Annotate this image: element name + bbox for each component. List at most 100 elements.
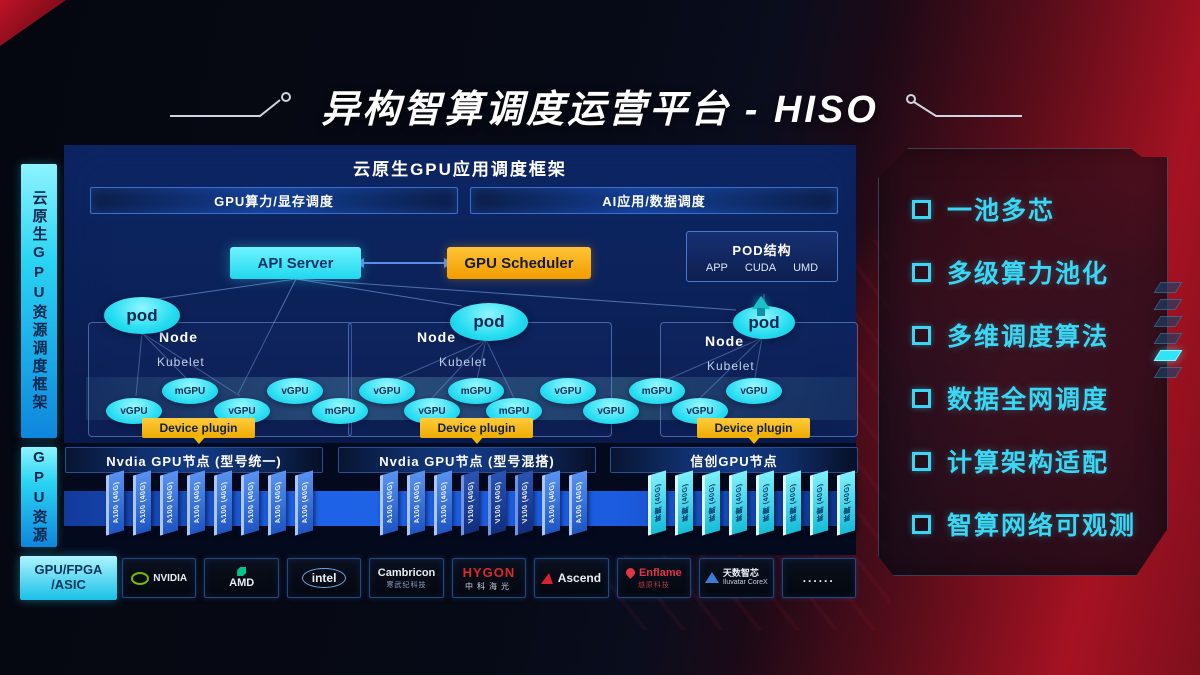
feature-label: 数据全网调度 xyxy=(947,386,1110,414)
device-plugin-3: Device plugin xyxy=(697,418,810,438)
vendor-name: HYGON xyxy=(462,564,516,580)
slash-icon xyxy=(1153,299,1183,310)
gpu-unit-ellipse: mGPU xyxy=(312,398,368,424)
vendor-name: Enflame xyxy=(638,566,682,579)
gpu-card-label: A100 (40G) xyxy=(194,480,201,525)
side-label-gpu-resources: GPU资源 xyxy=(21,447,57,547)
gpu-card-group-1: A100 (40G) A100 (40G) A100 (40G) A100 (4… xyxy=(106,470,313,536)
gpu-card: 昇腾 (40G) xyxy=(702,470,720,536)
vendor-sub: 寒武纪科技 xyxy=(386,581,427,589)
gpu-card-label: A100 (40G) xyxy=(140,480,147,525)
vendor-name: Ascend xyxy=(557,571,602,585)
ascend-logo-icon xyxy=(540,572,555,584)
gpu-card: A100 (40G) xyxy=(268,470,286,536)
feature-list: 一池多芯 多级算力池化 多维调度算法 数据全网调度 计算架构适配 xyxy=(912,191,1136,542)
gpu-unit-ellipse: vGPU xyxy=(583,398,639,424)
corner-red-wedge xyxy=(0,0,66,46)
feature-label: 多维调度算法 xyxy=(947,323,1110,351)
feature-item: 智算网络可观测 xyxy=(912,506,1136,542)
gpu-card-label: V100 (40G) xyxy=(522,480,529,525)
vendor-enflame: Enflame 燧原科技 xyxy=(616,558,692,598)
square-bullet-icon xyxy=(912,199,931,219)
gpu-scheduler-box: GPU Scheduler xyxy=(447,247,591,279)
pod-struct-title: POD结构 xyxy=(732,242,792,258)
gpu-card-label: 昇腾 (40G) xyxy=(843,482,851,523)
vendor-name: AMD xyxy=(229,577,255,589)
gpu-card-label: 昇腾 (40G) xyxy=(654,482,662,523)
gpu-card: A100 (40G) xyxy=(160,470,178,536)
gpu-card: A100 (40G) xyxy=(241,470,259,536)
layer-cuda: CUDA xyxy=(744,261,777,274)
panel-slash-deco xyxy=(1153,282,1183,378)
node-label: Node xyxy=(159,329,198,345)
gpu-card-label: A100 (40G) xyxy=(414,480,421,525)
square-bullet-icon xyxy=(912,388,931,408)
pod-ellipse-2: pod xyxy=(450,303,528,341)
node-label: Node xyxy=(705,333,744,349)
gpu-unit-ellipse: vGPU xyxy=(267,378,323,404)
framework-header: 云原生GPU应用调度框架 xyxy=(353,160,567,179)
feature-item: 多级算力池化 xyxy=(912,254,1136,290)
gpu-card-label: V100 (40G) xyxy=(468,480,475,525)
node-bar-nvidia-uniform: Nvdia GPU节点 (型号统一) xyxy=(65,447,323,473)
gpu-card: V100 (40G) xyxy=(461,470,479,536)
kubelet-label: Kubelet xyxy=(439,355,487,369)
gpu-card: A100 (40G) xyxy=(542,470,560,536)
gpu-card-label: V100 (40G) xyxy=(495,480,502,525)
pod-struct-box: POD结构 APP CUDA UMD xyxy=(686,231,838,282)
device-plugin-1: Device plugin xyxy=(142,418,255,438)
device-plugin-2: Device plugin xyxy=(420,418,533,438)
iluvatar-logo-icon xyxy=(704,572,719,584)
vendor-hygon: HYGON 中科海光 xyxy=(451,558,527,598)
gpu-card-label: 昇腾 (40G) xyxy=(708,482,716,523)
node-bar-nvidia-mixed: Nvdia GPU节点 (型号混搭) xyxy=(338,447,596,473)
pod-struct-layers: APP CUDA UMD xyxy=(706,262,818,274)
gpu-card-label: A100 (40G) xyxy=(248,480,255,525)
feature-label: 智算网络可观测 xyxy=(947,512,1137,540)
gpu-card: 昇腾 (40G) xyxy=(648,470,666,536)
vendor-name: Cambricon xyxy=(377,566,436,579)
gpu-unit-ellipse: vGPU xyxy=(726,378,782,404)
feature-label: 一池多芯 xyxy=(947,197,1056,225)
square-bullet-icon xyxy=(912,262,931,282)
feature-label: 多级算力池化 xyxy=(947,260,1110,288)
kubelet-label: Kubelet xyxy=(707,359,755,373)
feature-panel xyxy=(878,148,1168,576)
feature-item: 多维调度算法 xyxy=(912,317,1136,353)
api-server-box: API Server xyxy=(230,247,361,279)
gpu-card: 昇腾 (40G) xyxy=(729,470,747,536)
gpu-card-label: A100 (40G) xyxy=(387,480,394,525)
vendor-ascend: Ascend xyxy=(534,558,609,598)
feature-label: 计算架构适配 xyxy=(947,449,1110,477)
vendor-intel: intel xyxy=(286,558,362,598)
gpu-card-group-2: A100 (40G) A100 (40G) A100 (40G) V100 (4… xyxy=(380,470,587,536)
gpu-card-label: A100 (40G) xyxy=(113,480,120,525)
gpu-card-label: 昇腾 (40G) xyxy=(735,482,743,523)
slash-icon xyxy=(1153,333,1183,344)
feature-item: 计算架构适配 xyxy=(912,443,1136,479)
hardware-category-line1: GPU/FPGA xyxy=(34,562,103,578)
gpu-card-label: 昇腾 (40G) xyxy=(816,482,824,523)
vendor-row: NVIDIA AMD intel Cambricon 寒武纪科技 HYGON 中… xyxy=(122,558,856,598)
slash-icon-bright xyxy=(1153,350,1183,361)
slash-icon xyxy=(1153,316,1183,327)
gpu-card-label: A100 (40G) xyxy=(275,480,282,525)
flame-logo-icon xyxy=(624,566,637,579)
slash-icon xyxy=(1153,282,1183,293)
gpu-card: V100 (40G) xyxy=(488,470,506,536)
gpu-card-label: 昇腾 (40G) xyxy=(789,482,797,523)
gpu-card: A100 (40G) xyxy=(569,470,587,536)
gpu-unit-ellipse: mGPU xyxy=(162,378,218,404)
gpu-card-label: A100 (40G) xyxy=(441,480,448,525)
vendor-sub: 中科海光 xyxy=(464,581,513,591)
hardware-category-line2: /ASIC xyxy=(51,577,86,592)
gpu-unit-ellipse: mGPU xyxy=(448,378,504,404)
intel-logo-icon: intel xyxy=(301,568,347,588)
bar-ai-data-scheduling: AI应用/数据调度 xyxy=(470,187,838,214)
gpu-card-label: A100 (40G) xyxy=(302,480,309,525)
gpu-card: 昇腾 (40G) xyxy=(783,470,801,536)
feature-item: 一池多芯 xyxy=(912,191,1136,227)
gpu-unit-ellipse: vGPU xyxy=(540,378,596,404)
gpu-unit-ellipse: mGPU xyxy=(629,378,685,404)
